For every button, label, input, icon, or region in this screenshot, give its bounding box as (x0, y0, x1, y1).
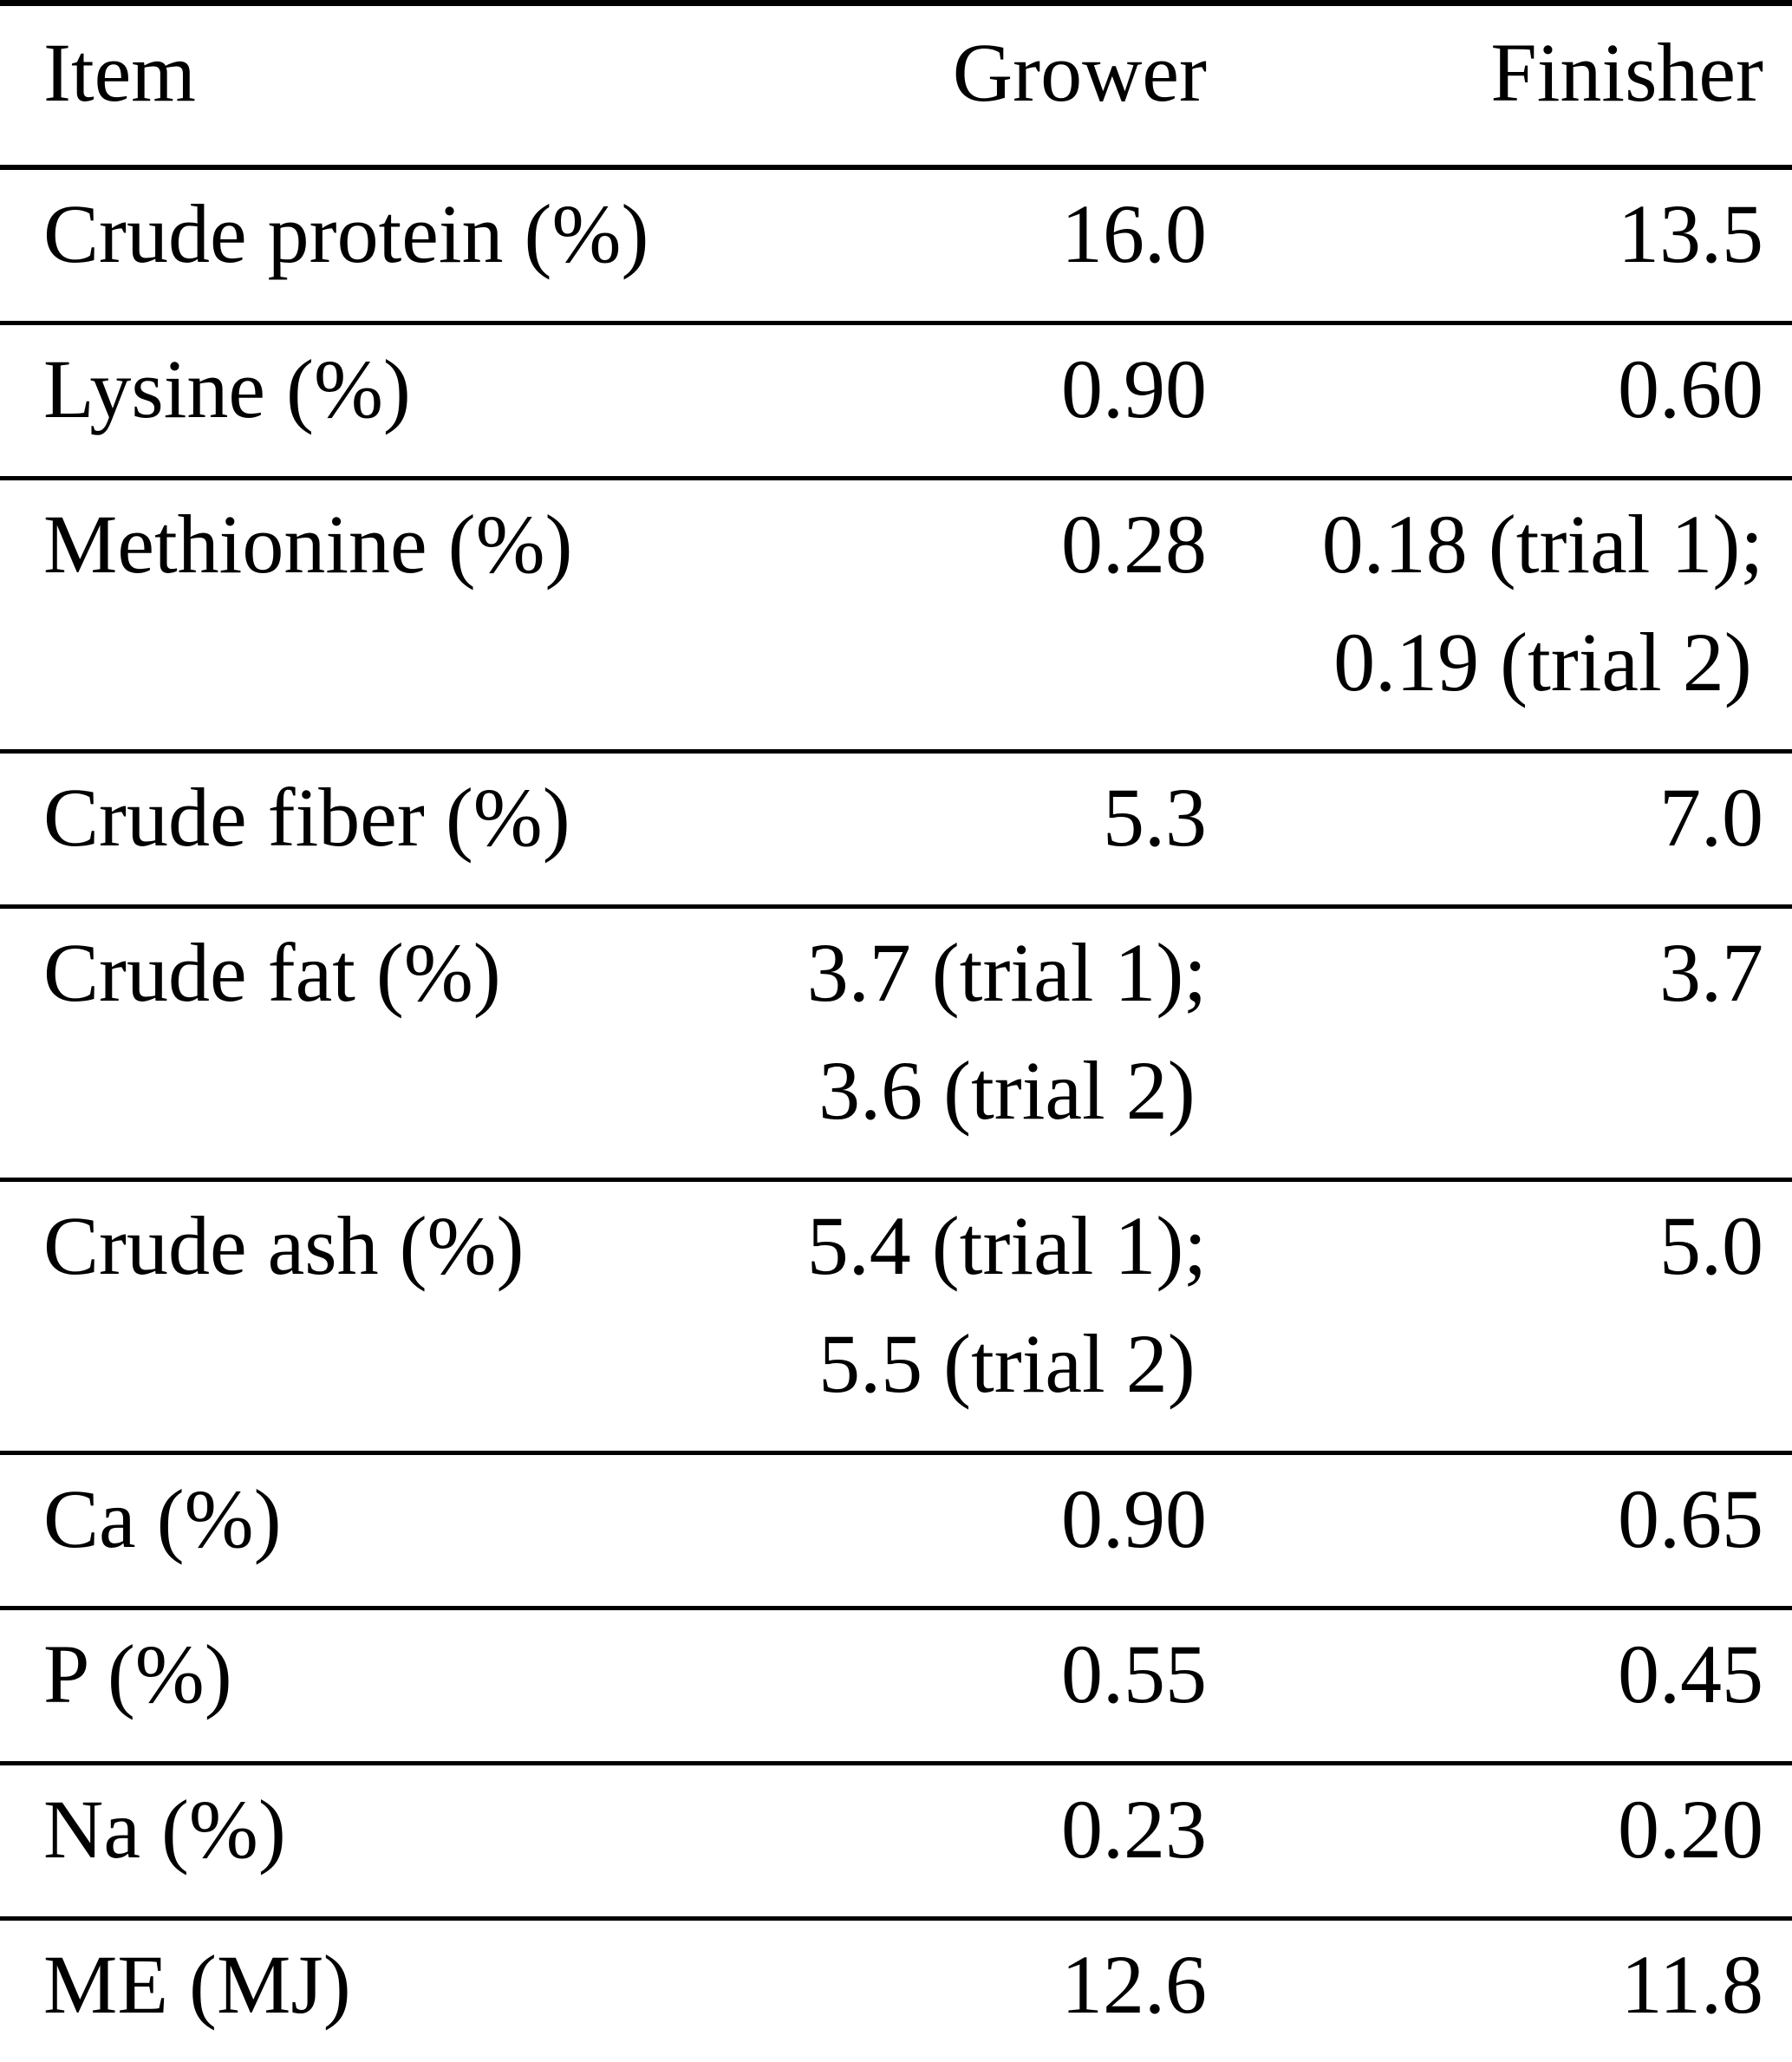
cell-grower: 0.55 (1061, 1628, 1207, 1720)
table-row: Crude ash (%) 5.4 (trial 1); 5.5 (trial 2)… (0, 1180, 1792, 1453)
cell-item: Crude fiber (%) (43, 771, 570, 864)
cell-item: P (%) (43, 1628, 232, 1720)
cell-item: Na (%) (43, 1783, 286, 1876)
cell-grower: 12.6 (1061, 1938, 1207, 2031)
cell-item: Crude fat (%) (43, 926, 501, 1019)
multiline-value: 5.4 (trial 1); 5.5 (trial 2) (806, 1199, 1207, 1410)
cell-grower: 16.0 (1061, 187, 1207, 280)
cell-grower: 0.28 (1061, 498, 1207, 591)
table-row: Ca (%) 0.90 0.65 (0, 1453, 1792, 1608)
cell-grower: 5.3 (1103, 771, 1207, 864)
cell-finisher: 11.8 (1620, 1938, 1763, 2031)
cell-finisher: 0.60 (1618, 343, 1763, 435)
column-header-finisher: Finisher (1490, 26, 1763, 119)
table-row: P (%) 0.55 0.45 (0, 1608, 1792, 1764)
table-body: Crude protein (%) 16.0 13.5 Lysine (%) 0.90 0… (0, 167, 1792, 2062)
cell-item: Ca (%) (43, 1472, 282, 1565)
table-row: Crude protein (%) 16.0 13.5 (0, 167, 1792, 323)
multiline-value: 0.18 (trial 1); 0.19 (trial 2) (1321, 498, 1763, 708)
table-row: Crude fiber (%) 5.3 7.0 (0, 752, 1792, 907)
column-header-item: Item (43, 26, 196, 119)
cell-grower: 0.90 (1061, 343, 1207, 435)
cell-grower: 5.4 (trial 1); 5.5 (trial 2) (795, 1180, 1207, 1453)
column-header-grower: Grower (952, 26, 1207, 119)
table-row: Lysine (%) 0.90 0.60 (0, 323, 1792, 479)
cell-finisher: 0.45 (1618, 1628, 1763, 1720)
header-row: Item Grower Finisher (0, 3, 1792, 167)
cell-grower: 0.23 (1061, 1783, 1207, 1876)
cell-item: Crude protein (%) (43, 187, 649, 280)
multiline-value: 3.7 (trial 1); 3.6 (trial 2) (806, 926, 1207, 1137)
cell-grower: 0.90 (1061, 1472, 1207, 1565)
cell-finisher: 5.0 (1659, 1199, 1763, 1292)
table-row: Crude fat (%) 3.7 (trial 1); 3.6 (trial 2)… (0, 907, 1792, 1180)
table-row: Na (%) 0.23 0.20 (0, 1764, 1792, 1919)
cell-item: ME (MJ) (43, 1938, 351, 2031)
cell-item: Crude ash (%) (43, 1199, 525, 1292)
table-row: Methionine (%) 0.28 0.18 (trial 1); 0.19 (t… (0, 479, 1792, 752)
cell-finisher: 0.20 (1618, 1783, 1763, 1876)
cell-finisher: 3.7 (1659, 926, 1763, 1019)
cell-finisher: 0.18 (trial 1); 0.19 (trial 2) (1207, 479, 1792, 752)
cell-item: Lysine (%) (43, 343, 411, 435)
table-row: ME (MJ) 12.6 11.8 (0, 1919, 1792, 2062)
cell-finisher: 0.65 (1618, 1472, 1763, 1565)
cell-grower: 3.7 (trial 1); 3.6 (trial 2) (795, 907, 1207, 1180)
cell-finisher: 7.0 (1659, 771, 1763, 864)
cell-item: Methionine (%) (43, 498, 573, 591)
cell-finisher: 13.5 (1618, 187, 1763, 280)
